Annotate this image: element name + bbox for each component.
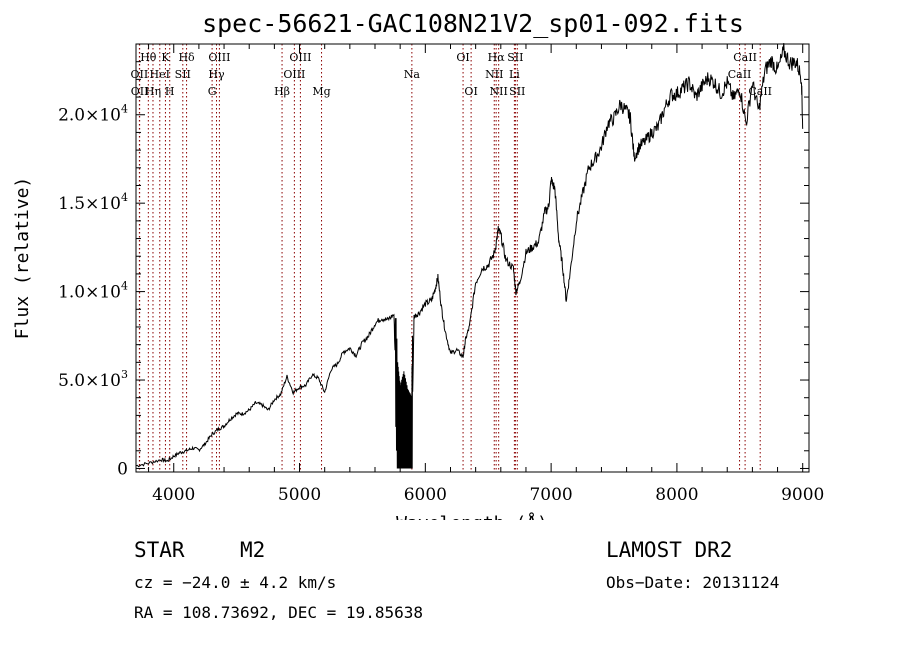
y-axis: 0 5.0×103 1.0×104 1.5×104 2.0×104 [58,61,809,479]
x-tick-label: 7000 [529,485,572,505]
ref-line-label: Li [509,68,520,81]
ref-line-label: OIII [289,51,311,64]
plot-frame [135,43,810,473]
coordinates: RA = 108.73692, DEC = 19.85638 [134,603,423,622]
ref-line-label: NII [490,85,508,98]
ref-line-label: OIII [283,68,305,81]
y-tick-label: 1.0×104 [58,280,128,303]
ref-line-label: OI [464,85,477,98]
object-class: STAR [134,538,185,562]
ref-line-label: Hδ [178,51,195,64]
chart-title: spec-56621-GAC108N21V2_sp01-092.fits [202,9,744,38]
spectrum-svg: spec-56621-GAC108N21V2_sp01-092.fits Hθ K… [12,9,824,534]
ref-line-label: OIII [208,51,230,64]
ref-line-label: Mg [312,85,330,98]
ref-line-label: Hβ [274,85,290,98]
x-tick-label: 6000 [404,485,447,505]
y-tick-label: 0 [117,459,128,479]
y-tick-label: 1.5×104 [58,191,128,214]
ref-line-label: K [161,51,170,64]
ref-line-label: SII [507,51,523,64]
obs-date: Obs−Date: 20131124 [606,573,780,592]
ref-line-label: H [165,85,175,98]
ref-line-label: SII [175,68,191,81]
ref-line-label: Hη [145,85,161,98]
ref-line-label: OII [131,68,149,81]
ref-line-label: OII [131,85,149,98]
y-tick-label: 5.0×103 [58,368,128,391]
x-tick-label: 8000 [655,485,698,505]
x-tick-label: 9000 [781,485,824,505]
ref-line-label: CaII [733,51,757,64]
ref-line-label: HeI [150,68,170,81]
ref-line-label: OI [456,51,469,64]
redshift-cz: cz = −24.0 ± 4.2 km/s [134,573,337,592]
x-axis: 4000 5000 6000 7000 8000 9000 [148,44,824,505]
object-subclass: M2 [240,538,266,562]
x-tick-label: 5000 [278,485,321,505]
y-tick-label: 2.0×104 [58,103,128,126]
reference-lines [138,44,761,472]
ref-line-label: SII [509,85,525,98]
ref-line-label: G [208,85,217,98]
ref-line-label: Hγ [208,68,225,81]
x-tick-label: 4000 [152,485,195,505]
ref-line-label: Na [404,68,421,81]
x-axis-label: Wavelength (Å) [396,512,548,520]
y-axis-label: Flux (relative) [12,177,33,340]
ref-line-label: Hα [488,51,506,64]
spectrum-line [135,43,804,469]
ref-line-label: CaII [728,68,752,81]
series-layer [135,43,804,469]
ref-line-label: Hθ [140,51,157,64]
survey-name: LAMOST DR2 [606,538,733,562]
ref-line-label: NII [485,68,503,81]
